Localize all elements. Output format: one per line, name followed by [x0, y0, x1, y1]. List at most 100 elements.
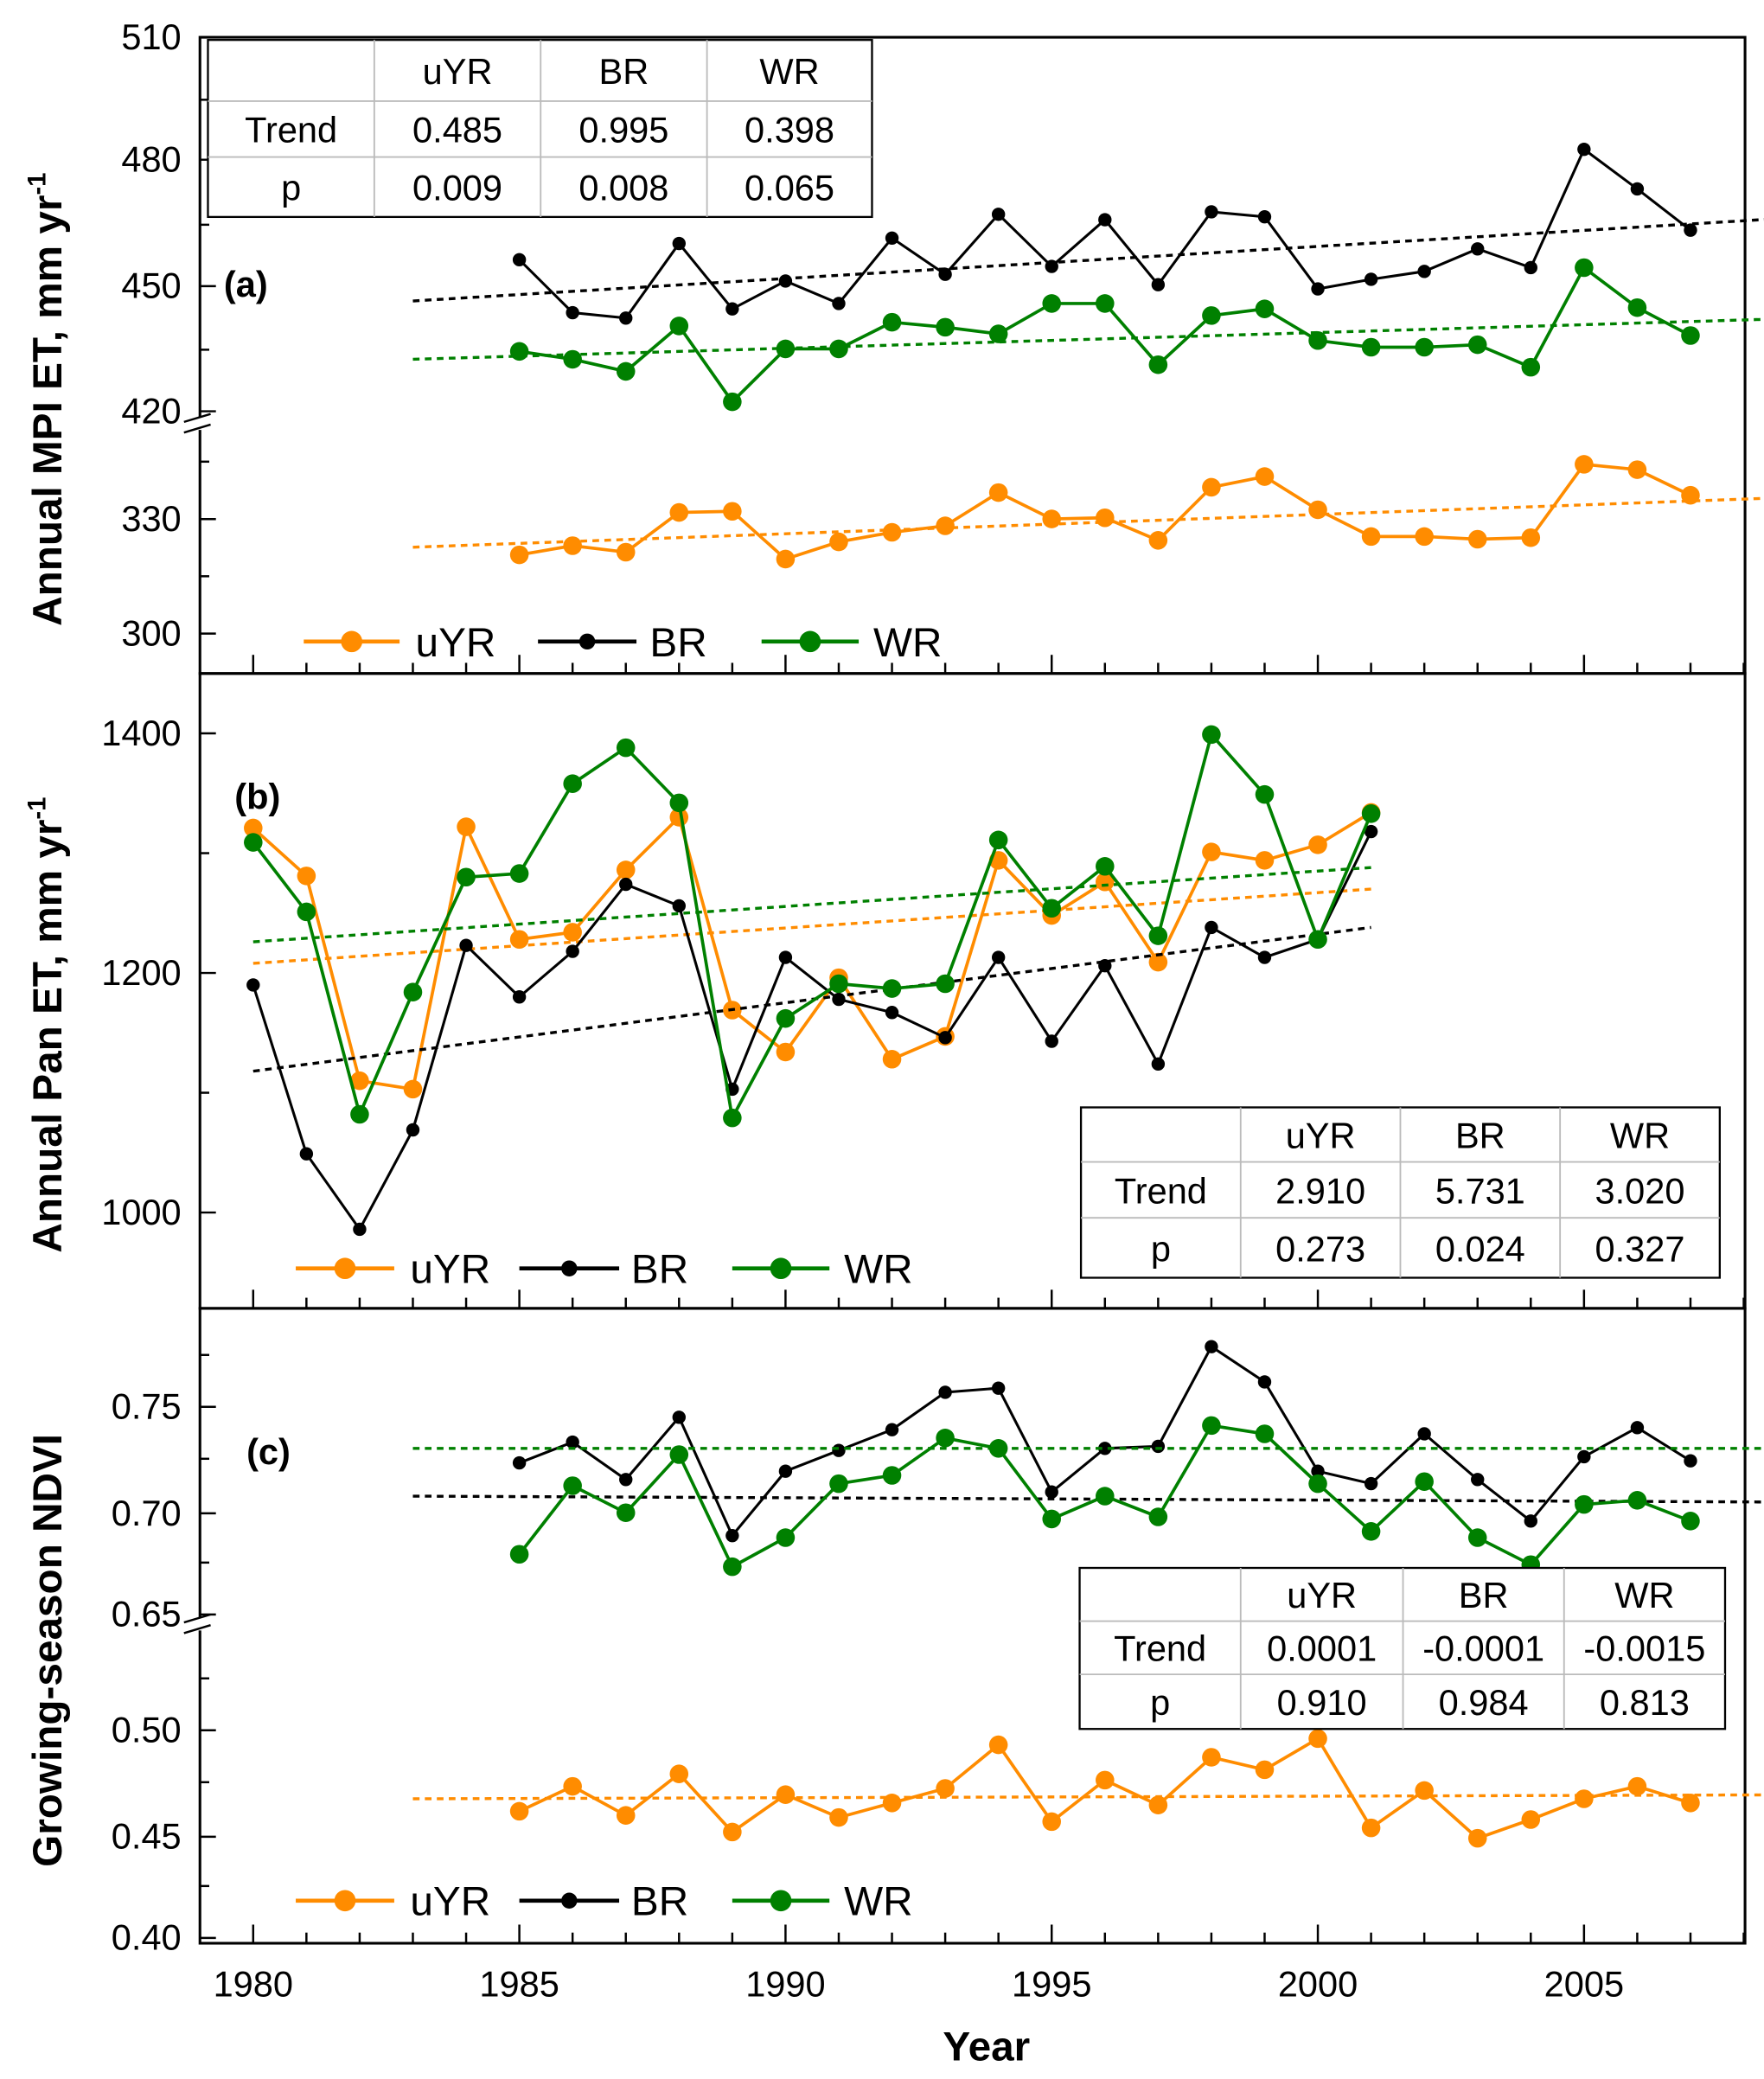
data-point-uYR — [616, 860, 636, 880]
table-cell: 0.008 — [578, 168, 668, 208]
table-header-cell: BR — [1455, 1115, 1505, 1155]
data-point-BR — [938, 267, 952, 281]
data-point-WR — [988, 1439, 1008, 1458]
data-point-WR — [1255, 1424, 1275, 1443]
data-point-BR — [353, 1222, 367, 1237]
series-line-uYR — [252, 810, 1372, 1091]
data-point-WR — [563, 1476, 582, 1495]
data-point-WR — [616, 1503, 636, 1522]
data-point-WR — [457, 867, 476, 887]
data-point-uYR — [776, 1042, 796, 1062]
table-header-cell: BR — [1459, 1575, 1509, 1615]
data-point-uYR — [829, 532, 848, 552]
data-point-uYR — [988, 483, 1008, 502]
x-tick-label: 1980 — [214, 1964, 293, 2005]
data-point-uYR — [509, 545, 529, 565]
data-point-BR — [1205, 920, 1218, 935]
data-point-uYR — [1415, 527, 1434, 547]
data-point-WR — [776, 1008, 796, 1028]
table-cell: 5.731 — [1435, 1170, 1525, 1211]
series-line-WR — [252, 731, 1373, 1123]
data-point-BR — [1045, 1034, 1058, 1048]
table-cell: Trend — [1114, 1628, 1206, 1669]
x-tick-label: 1985 — [479, 1964, 559, 2005]
table-cell: p — [1150, 1682, 1170, 1723]
data-point-uYR — [1467, 1828, 1487, 1848]
series-WR — [244, 725, 1381, 1128]
legend-marker-uYR — [341, 630, 362, 653]
y-axis-title: Annual MPI ET, mm yr-1 — [24, 173, 71, 626]
data-point-uYR — [509, 930, 529, 950]
data-point-BR — [1630, 1421, 1645, 1435]
data-point-WR — [669, 793, 689, 813]
x-tick-label: 2005 — [1544, 1964, 1624, 2005]
data-point-BR — [725, 1528, 739, 1543]
series-line-WR — [519, 265, 1691, 405]
data-point-uYR — [1627, 1776, 1647, 1796]
data-point-BR — [566, 1435, 579, 1449]
data-point-BR — [1098, 213, 1112, 227]
data-point-uYR — [563, 1776, 582, 1796]
table-cell: 0.984 — [1439, 1682, 1529, 1723]
legend-marker-WR — [770, 1890, 792, 1912]
data-point-BR — [619, 877, 633, 892]
data-point-WR — [1415, 1472, 1434, 1491]
data-point-uYR — [1627, 460, 1647, 479]
table-cell: 0.398 — [745, 110, 834, 150]
data-point-WR — [669, 317, 689, 336]
data-point-WR — [1521, 357, 1541, 377]
data-point-BR — [459, 938, 473, 952]
legend: uYR BR WR — [304, 620, 942, 666]
data-point-BR — [512, 990, 527, 1004]
data-point-WR — [1202, 306, 1221, 325]
data-point-uYR — [1521, 1810, 1541, 1829]
y-tick-label: 1400 — [101, 713, 181, 753]
series-uYR — [412, 1729, 1764, 1848]
data-point-WR — [403, 982, 423, 1001]
data-point-uYR — [403, 1079, 423, 1099]
data-point-uYR — [936, 516, 955, 535]
table-cell: p — [1151, 1228, 1171, 1269]
y-tick-label: 0.65 — [112, 1594, 182, 1634]
data-point-uYR — [1415, 1781, 1434, 1801]
data-point-BR — [1257, 1375, 1272, 1389]
data-point-WR — [669, 1445, 689, 1464]
data-point-WR — [509, 342, 529, 361]
data-point-BR — [885, 1423, 899, 1436]
data-point-uYR — [1681, 1794, 1700, 1813]
data-point-WR — [776, 339, 796, 359]
data-point-uYR — [1521, 528, 1541, 547]
y-tick-label: 480 — [121, 139, 181, 180]
table-cell: 0.0001 — [1267, 1628, 1377, 1669]
panel-label: (c) — [246, 1431, 291, 1472]
legend-marker-BR — [561, 1892, 578, 1909]
data-point-BR — [1524, 1514, 1537, 1528]
trend-line-uYR — [252, 887, 1371, 965]
panel-b: 1400 1200 1000 Annual Pan ET, mm yr-1 (b) uYR… — [24, 672, 1747, 1310]
panel-label: (a) — [224, 264, 268, 304]
data-point-BR — [1524, 260, 1537, 275]
legend-label-uYR: uYR — [416, 620, 496, 666]
series-line-BR — [252, 830, 1372, 1232]
data-point-BR — [1311, 1464, 1325, 1478]
table-cell: 0.485 — [412, 110, 502, 150]
legend: uYR BR WR — [296, 1247, 913, 1293]
data-point-WR — [1308, 331, 1327, 350]
data-point-uYR — [669, 1764, 689, 1783]
data-point-WR — [1096, 1487, 1115, 1506]
data-point-WR — [1042, 899, 1062, 918]
legend-marker-BR — [578, 633, 596, 650]
data-point-BR — [1684, 1454, 1697, 1468]
y-tick-label: 0.40 — [112, 1917, 182, 1958]
data-point-BR — [1257, 950, 1272, 964]
series-WR — [412, 258, 1764, 412]
data-point-BR — [1151, 1439, 1166, 1454]
data-point-WR — [882, 1466, 902, 1485]
data-point-WR — [882, 979, 902, 998]
y-axis-title-text: Annual MPI ET, mm yr — [25, 195, 71, 626]
data-point-uYR — [1148, 1795, 1168, 1814]
data-point-uYR — [1202, 1748, 1221, 1767]
data-point-uYR — [1202, 477, 1221, 497]
data-point-BR — [1471, 242, 1485, 256]
